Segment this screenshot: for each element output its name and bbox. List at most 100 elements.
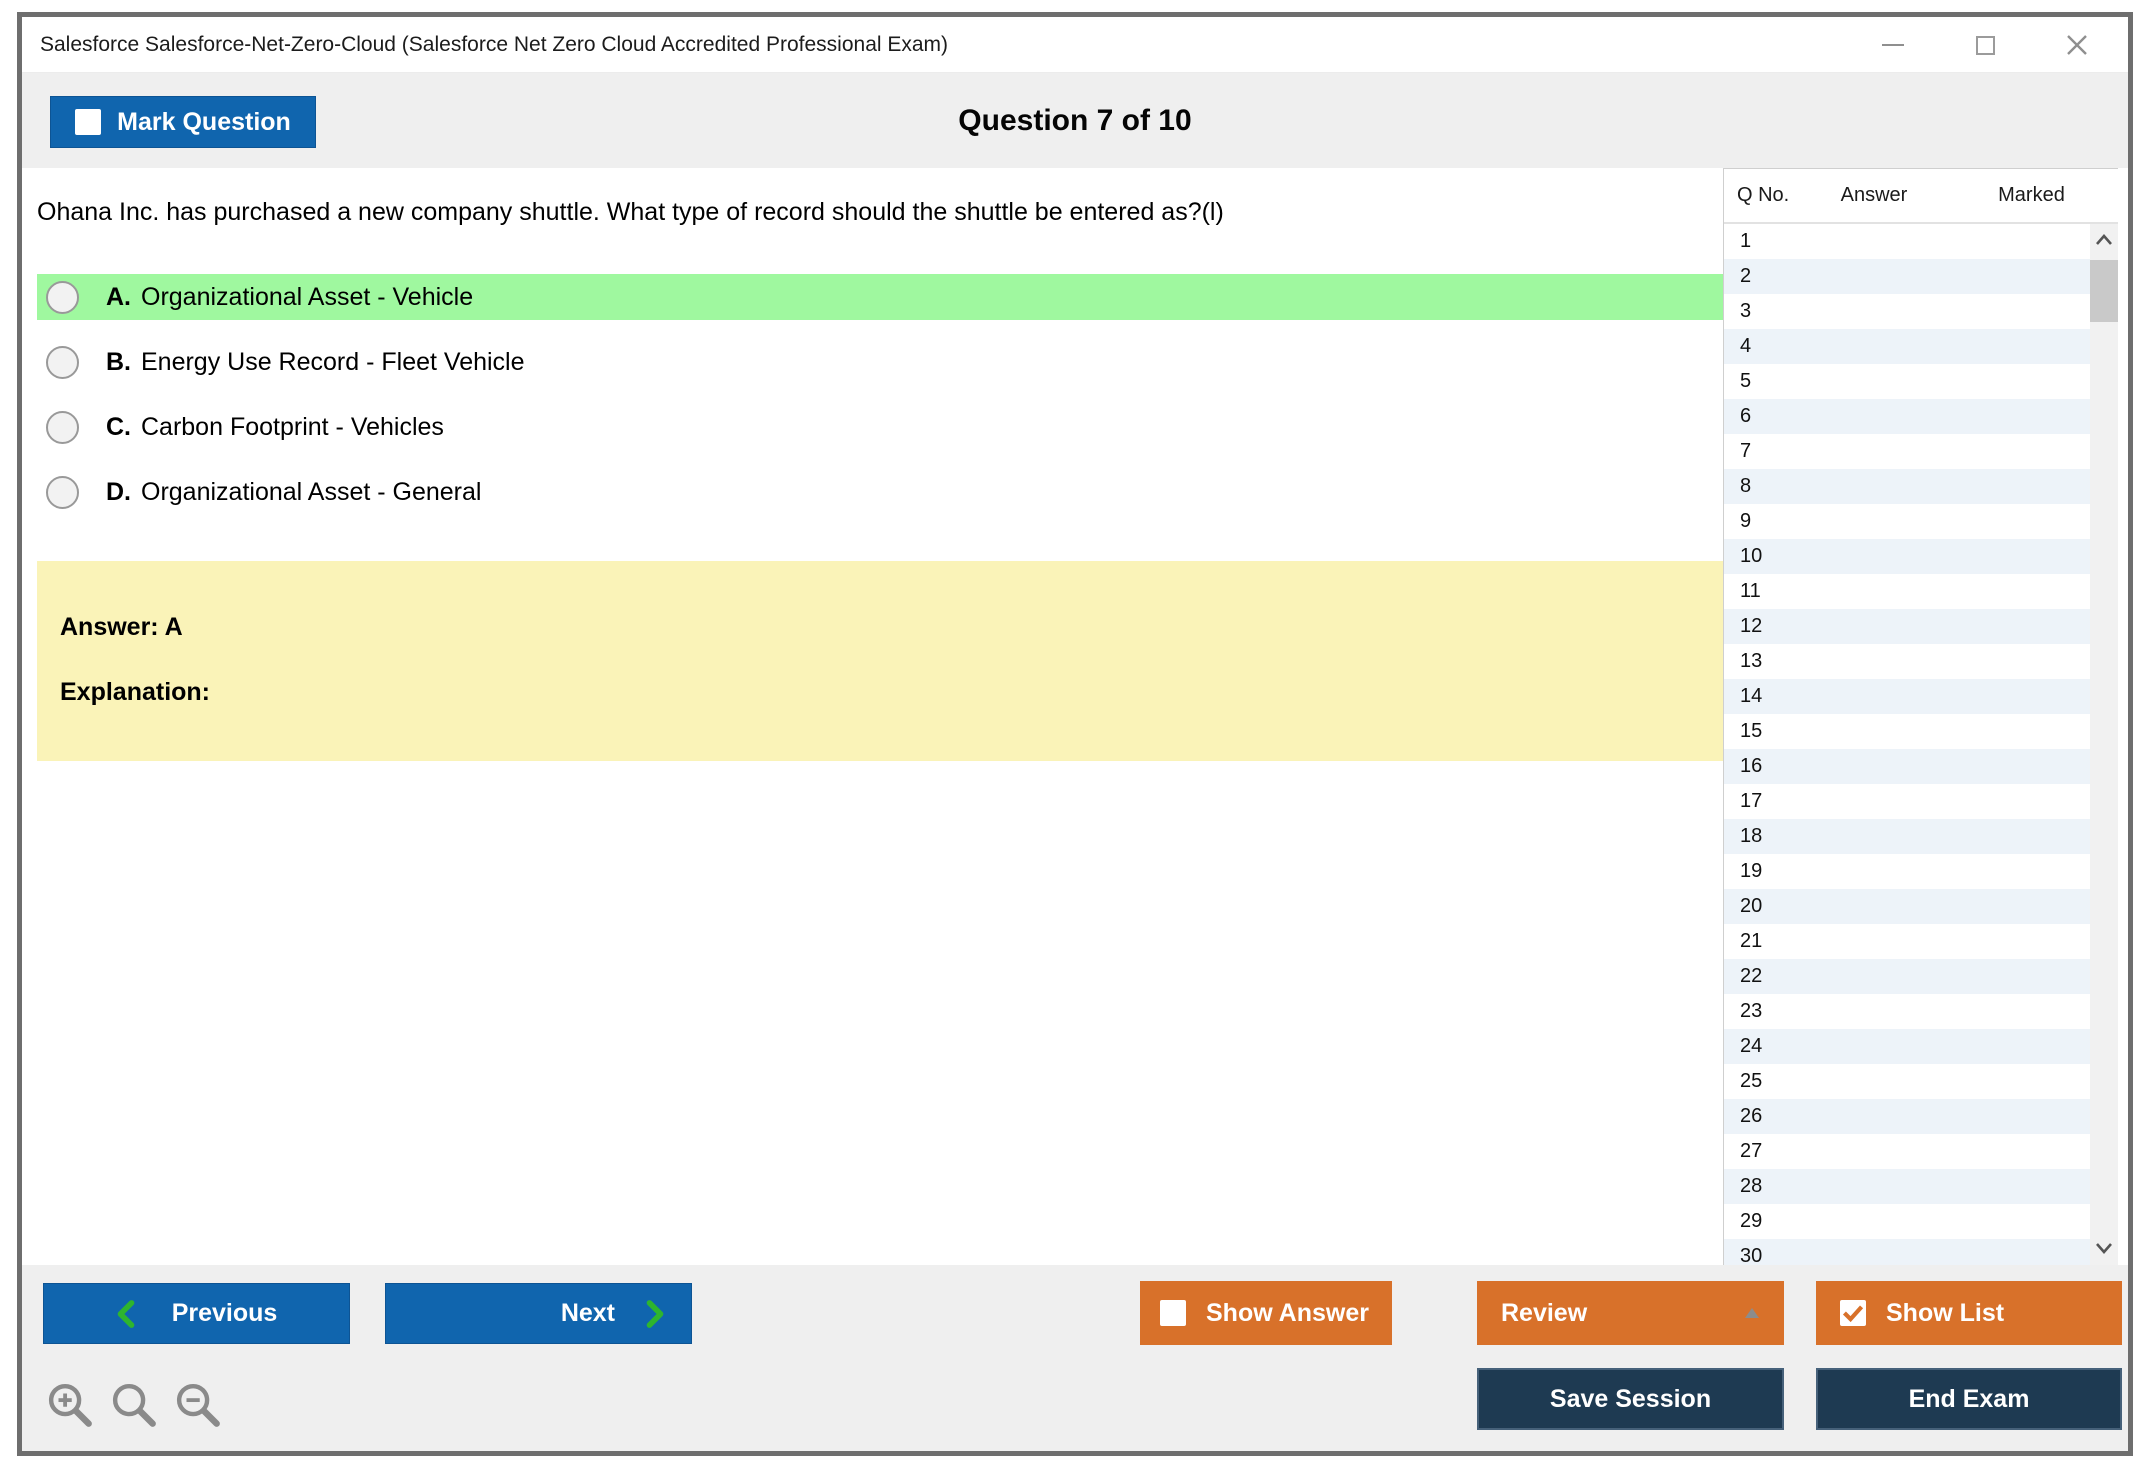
question-list-rows: 1 2 3 4 5 6 7 8 9 10 11 12 13 14 15 16 17 18 19 20 21 22 23 24 2… bbox=[1724, 224, 2090, 1265]
row-q-no: 16 bbox=[1740, 755, 1763, 777]
question-list-row[interactable]: 24 bbox=[1724, 1029, 2090, 1064]
option-letter: C. bbox=[106, 412, 131, 441]
question-list-row[interactable]: 18 bbox=[1724, 819, 2090, 854]
question-list-row[interactable]: 12 bbox=[1724, 609, 2090, 644]
question-list-row[interactable]: 13 bbox=[1724, 644, 2090, 679]
answer-option[interactable]: C. Carbon Footprint - Vehicles bbox=[37, 404, 1725, 450]
scroll-down-button[interactable] bbox=[2090, 1233, 2118, 1263]
zoom-reset-icon[interactable] bbox=[110, 1381, 160, 1431]
row-q-no: 11 bbox=[1740, 580, 1761, 602]
scrollbar-thumb[interactable] bbox=[2090, 260, 2118, 322]
row-q-no: 15 bbox=[1740, 720, 1763, 742]
row-q-no: 27 bbox=[1740, 1140, 1763, 1162]
question-list-row[interactable]: 9 bbox=[1724, 504, 2090, 539]
end-exam-button[interactable]: End Exam bbox=[1816, 1368, 2122, 1430]
option-letter: D. bbox=[106, 477, 131, 506]
next-button[interactable]: Next bbox=[385, 1283, 692, 1344]
question-list-panel: Q No. Answer Marked 1 2 3 4 5 6 7 8 9 10 11 12 13 14 1… bbox=[1723, 168, 2118, 1265]
show-list-button[interactable]: Show List bbox=[1816, 1281, 2122, 1345]
window-title: Salesforce Salesforce-Net-Zero-Cloud (Sa… bbox=[40, 32, 949, 56]
row-q-no: 21 bbox=[1740, 930, 1763, 952]
scrollbar[interactable] bbox=[2090, 224, 2118, 1265]
question-list-row[interactable]: 10 bbox=[1724, 539, 2090, 574]
question-list-row[interactable]: 29 bbox=[1724, 1204, 2090, 1239]
row-q-no: 8 bbox=[1740, 475, 1752, 497]
question-list-row[interactable]: 28 bbox=[1724, 1169, 2090, 1204]
question-list-row[interactable]: 15 bbox=[1724, 714, 2090, 749]
minimize-icon bbox=[1882, 44, 1904, 46]
radio-button-icon[interactable] bbox=[46, 280, 79, 314]
option-text: Carbon Footprint - Vehicles bbox=[141, 412, 444, 441]
question-list-row[interactable]: 6 bbox=[1724, 399, 2090, 434]
question-list-row[interactable]: 4 bbox=[1724, 329, 2090, 364]
radio-button-icon[interactable] bbox=[46, 345, 79, 379]
row-q-no: 20 bbox=[1740, 895, 1763, 917]
column-marked: Marked bbox=[1998, 184, 2065, 206]
answer-label: Answer: A bbox=[60, 613, 183, 641]
maximize-button[interactable] bbox=[1970, 29, 2000, 61]
row-q-no: 25 bbox=[1740, 1070, 1763, 1092]
question-list-row[interactable]: 22 bbox=[1724, 959, 2090, 994]
question-list-row[interactable]: 16 bbox=[1724, 749, 2090, 784]
question-list-row[interactable]: 21 bbox=[1724, 924, 2090, 959]
show-answer-button[interactable]: Show Answer bbox=[1140, 1281, 1392, 1345]
option-text: Organizational Asset - General bbox=[141, 477, 482, 506]
question-list-row[interactable]: 20 bbox=[1724, 889, 2090, 924]
question-list-row[interactable]: 11 bbox=[1724, 574, 2090, 609]
header-band: Question 7 of 10 Mark Question bbox=[22, 73, 2128, 168]
next-label: Next bbox=[560, 1299, 615, 1327]
row-q-no: 12 bbox=[1740, 615, 1763, 637]
question-list-row[interactable]: 3 bbox=[1724, 294, 2090, 329]
show-list-checkbox[interactable] bbox=[1840, 1300, 1866, 1326]
row-q-no: 2 bbox=[1740, 265, 1752, 287]
previous-button[interactable]: Previous bbox=[43, 1283, 350, 1344]
save-session-button[interactable]: Save Session bbox=[1477, 1368, 1784, 1430]
question-list-row[interactable]: 23 bbox=[1724, 994, 2090, 1029]
exam-player-window: Salesforce Salesforce-Net-Zero-Cloud (Sa… bbox=[17, 12, 2133, 1456]
question-list-row[interactable]: 2 bbox=[1724, 259, 2090, 294]
maximize-icon bbox=[1975, 35, 1995, 55]
zoom-out-icon[interactable] bbox=[174, 1381, 224, 1431]
row-q-no: 26 bbox=[1740, 1105, 1763, 1127]
question-list-row[interactable]: 26 bbox=[1724, 1099, 2090, 1134]
question-list-row[interactable]: 25 bbox=[1724, 1064, 2090, 1099]
question-list-row[interactable]: 7 bbox=[1724, 434, 2090, 469]
review-button[interactable]: Review bbox=[1477, 1281, 1784, 1345]
row-q-no: 7 bbox=[1740, 440, 1752, 462]
zoom-in-icon[interactable] bbox=[46, 1381, 96, 1431]
question-list-row[interactable]: 8 bbox=[1724, 469, 2090, 504]
row-q-no: 23 bbox=[1740, 1000, 1763, 1022]
question-list-row[interactable]: 30 bbox=[1724, 1239, 2090, 1265]
row-q-no: 22 bbox=[1740, 965, 1763, 987]
answer-explanation-box: Answer: A Explanation: bbox=[37, 561, 1725, 761]
option-text: Organizational Asset - Vehicle bbox=[141, 282, 474, 311]
show-answer-checkbox[interactable] bbox=[1160, 1300, 1186, 1326]
chevron-down-icon bbox=[2096, 1243, 2112, 1254]
scroll-up-button[interactable] bbox=[2090, 224, 2118, 256]
answer-option[interactable]: D. Organizational Asset - General bbox=[37, 469, 1725, 515]
question-list-row[interactable]: 14 bbox=[1724, 679, 2090, 714]
option-text: Energy Use Record - Fleet Vehicle bbox=[141, 347, 525, 376]
question-list-row[interactable]: 17 bbox=[1724, 784, 2090, 819]
title-bar: Salesforce Salesforce-Net-Zero-Cloud (Sa… bbox=[22, 17, 2128, 73]
minimize-button[interactable] bbox=[1878, 29, 1908, 61]
question-list-row[interactable]: 1 bbox=[1724, 224, 2090, 259]
question-list-row[interactable]: 27 bbox=[1724, 1134, 2090, 1169]
answer-option[interactable]: B. Energy Use Record - Fleet Vehicle bbox=[37, 339, 1725, 385]
answer-option[interactable]: A. Organizational Asset - Vehicle bbox=[37, 274, 1725, 320]
explanation-label: Explanation: bbox=[60, 678, 211, 706]
row-q-no: 17 bbox=[1740, 790, 1763, 812]
row-q-no: 6 bbox=[1740, 405, 1752, 427]
show-answer-label: Show Answer bbox=[1206, 1298, 1369, 1327]
question-list-row[interactable]: 5 bbox=[1724, 364, 2090, 399]
save-session-label: Save Session bbox=[1549, 1384, 1712, 1413]
row-q-no: 24 bbox=[1740, 1035, 1763, 1057]
question-list-row[interactable]: 19 bbox=[1724, 854, 2090, 889]
row-q-no: 14 bbox=[1740, 685, 1763, 707]
radio-button-icon[interactable] bbox=[46, 475, 79, 509]
chevron-right-icon bbox=[646, 1299, 664, 1328]
mark-question-button[interactable]: Mark Question bbox=[50, 96, 316, 148]
close-button[interactable] bbox=[2062, 29, 2092, 61]
mark-question-checkbox[interactable] bbox=[75, 109, 102, 135]
radio-button-icon[interactable] bbox=[46, 410, 79, 444]
